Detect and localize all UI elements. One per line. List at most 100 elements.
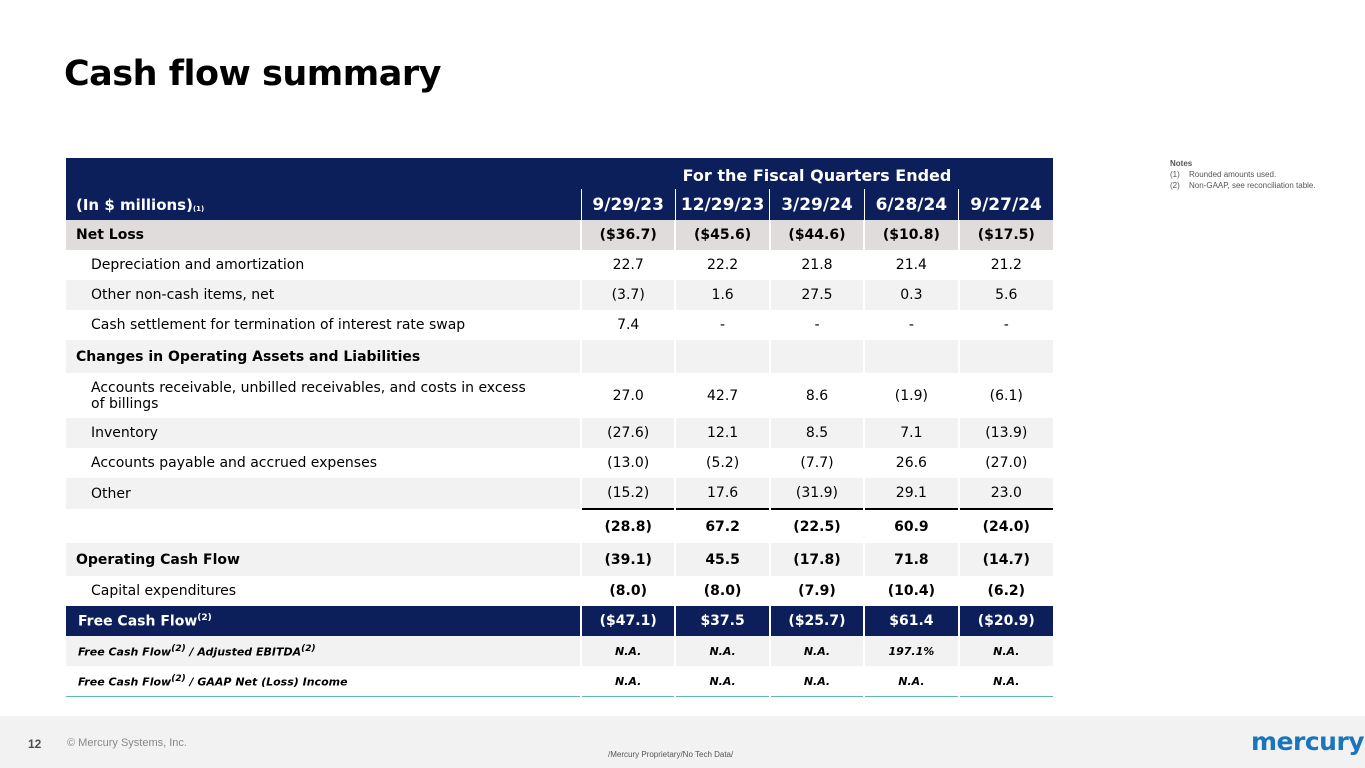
row-value: (27.6) <box>579 418 676 448</box>
table-row: Accounts receivable, unbilled receivable… <box>66 373 1053 418</box>
row-value: 45.5 <box>674 543 770 576</box>
row-value: 17.6 <box>674 478 770 509</box>
note-item: (2) Non-GAAP, see reconciliation table. <box>1170 180 1320 191</box>
row-value: (22.5) <box>768 508 865 543</box>
row-value: 21.8 <box>768 250 865 280</box>
row-value: (7.9) <box>768 576 865 606</box>
row-value: N.A. <box>957 666 1053 697</box>
ratio-row: Free Cash Flow(2) / GAAP Net (Loss) Inco… <box>66 666 1053 697</box>
row-value: ($45.6) <box>674 220 770 250</box>
row-value: ($20.9) <box>957 606 1053 636</box>
row-value: (8.0) <box>579 576 676 606</box>
row-value: ($36.7) <box>579 220 676 250</box>
row-value: ($25.7) <box>768 606 865 636</box>
slide-footer: 12 © Mercury Systems, Inc. /Mercury Prop… <box>0 716 1365 768</box>
row-value: (17.8) <box>768 543 865 576</box>
row-value: $37.5 <box>674 606 770 636</box>
row-value: (15.2) <box>579 478 676 509</box>
quarter-header: 12/29/23 <box>674 189 770 220</box>
table-row: Net Loss ($36.7) ($45.6) ($44.6) ($10.8)… <box>66 220 1053 250</box>
table-row: Other non-cash items, net (3.7) 1.6 27.5… <box>66 280 1053 310</box>
row-value: 23.0 <box>957 478 1053 509</box>
row-value: (14.7) <box>957 543 1053 576</box>
row-label: Free Cash Flow(2) / GAAP Net (Loss) Inco… <box>66 666 581 697</box>
row-value: 71.8 <box>863 543 959 576</box>
table-row: Accounts payable and accrued expenses (1… <box>66 448 1053 478</box>
row-value: 8.6 <box>768 373 865 418</box>
row-value <box>863 340 959 373</box>
quarter-header: 9/27/24 <box>958 189 1053 220</box>
free-cash-flow-row: Free Cash Flow(2) ($47.1) $37.5 ($25.7) … <box>66 606 1053 636</box>
row-label: Cash settlement for termination of inter… <box>91 317 466 333</box>
row-value: (13.9) <box>957 418 1053 448</box>
row-value: 5.6 <box>957 280 1053 310</box>
row-value <box>768 340 865 373</box>
classification-label: /Mercury Proprietary/No Tech Data/ <box>608 750 734 759</box>
row-value: - <box>674 310 770 340</box>
row-value: 12.1 <box>674 418 770 448</box>
row-label: Capital expenditures <box>91 583 237 599</box>
row-value: N.A. <box>768 636 865 666</box>
row-value <box>579 340 676 373</box>
mercury-logo: mercury <box>1251 727 1365 756</box>
units-footnote: (1) <box>192 204 205 213</box>
row-value: (3.7) <box>579 280 676 310</box>
header-blank-cell <box>66 158 581 189</box>
row-value: - <box>957 310 1053 340</box>
row-value: N.A. <box>957 636 1053 666</box>
row-value: N.A. <box>674 666 770 697</box>
row-value: ($44.6) <box>768 220 865 250</box>
fiscal-quarters-header: For the Fiscal Quarters Ended <box>581 158 1053 189</box>
quarter-header: 9/29/23 <box>580 189 676 220</box>
row-value: 22.7 <box>579 250 676 280</box>
table-header-row: (In $ millions)(1) 9/29/23 12/29/23 3/29… <box>66 189 1053 220</box>
table-header-row: For the Fiscal Quarters Ended <box>66 158 1053 189</box>
note-text: Non-GAAP, see reconciliation table. <box>1189 181 1316 190</box>
row-value: N.A. <box>579 666 676 697</box>
table-row: Cash settlement for termination of inter… <box>66 310 1053 340</box>
row-value <box>674 340 770 373</box>
row-value: 21.4 <box>863 250 959 280</box>
table-row: Other (15.2) 17.6 (31.9) 29.1 23.0 <box>66 478 1053 509</box>
note-number: (2) <box>1170 181 1180 190</box>
row-value: N.A. <box>768 666 865 697</box>
row-value: - <box>768 310 865 340</box>
footnote-marker: (2) <box>171 643 186 654</box>
row-value: (24.0) <box>957 508 1053 543</box>
row-value: (10.4) <box>863 576 959 606</box>
row-value: 0.3 <box>863 280 959 310</box>
row-value: 27.0 <box>579 373 676 418</box>
row-value: (39.1) <box>579 543 676 576</box>
row-value: ($17.5) <box>957 220 1053 250</box>
row-label: Depreciation and amortization <box>91 257 305 273</box>
row-value: $61.4 <box>863 606 959 636</box>
row-label: Net Loss <box>66 220 581 250</box>
table-row: Capital expenditures (8.0) (8.0) (7.9) (… <box>66 576 1053 606</box>
row-label: Other non-cash items, net <box>66 280 581 310</box>
row-value: (5.2) <box>674 448 770 478</box>
note-item: (1) Rounded amounts used. <box>1170 169 1320 180</box>
table-row: Operating Cash Flow (39.1) 45.5 (17.8) 7… <box>66 543 1053 576</box>
row-value: (1.9) <box>863 373 959 418</box>
row-value: 7.1 <box>863 418 959 448</box>
footnote-marker: (2) <box>171 673 186 684</box>
ratio-row: Free Cash Flow(2) / Adjusted EBITDA(2) N… <box>66 636 1053 666</box>
cash-flow-table: For the Fiscal Quarters Ended (In $ mill… <box>66 158 1053 697</box>
row-value: ($10.8) <box>863 220 959 250</box>
row-value: (6.2) <box>957 576 1053 606</box>
row-label: Operating Cash Flow <box>66 543 581 576</box>
row-value: 22.2 <box>674 250 770 280</box>
row-label <box>66 509 581 543</box>
row-value: 60.9 <box>863 508 959 543</box>
row-label: Free Cash Flow(2) <box>66 606 581 636</box>
copyright-text: © Mercury Systems, Inc. <box>67 737 187 749</box>
row-value: 8.5 <box>768 418 865 448</box>
row-value: 67.2 <box>674 508 770 543</box>
row-label: Accounts payable and accrued expenses <box>91 455 378 471</box>
note-number: (1) <box>1170 170 1180 179</box>
row-label: Other <box>66 478 581 509</box>
section-label: Changes in Operating Assets and Liabilit… <box>66 340 581 373</box>
row-value: 1.6 <box>674 280 770 310</box>
quarter-header: 3/29/24 <box>769 189 865 220</box>
table-row: Depreciation and amortization 22.7 22.2 … <box>66 250 1053 280</box>
